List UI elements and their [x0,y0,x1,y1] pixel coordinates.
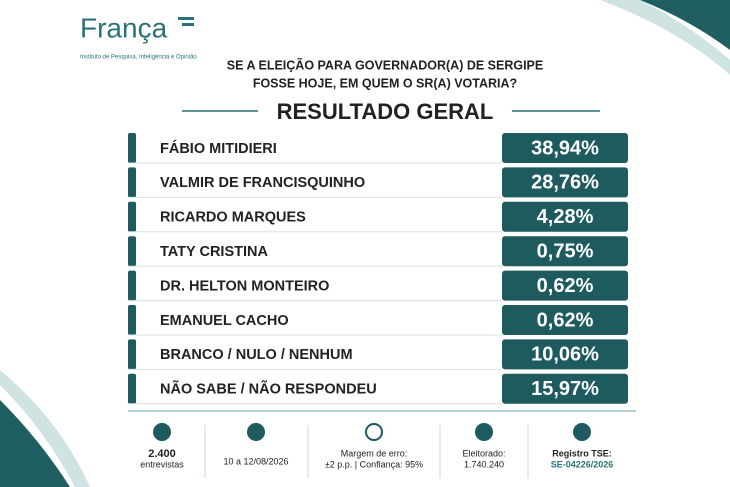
candidate-name: EMANUEL CACHO [160,313,289,329]
value-label: 15,97% [531,378,599,400]
value-box [502,373,628,404]
candidate-name: BRANCO / NULO / NENHUM [160,347,353,363]
footer-icon [247,423,265,441]
value-box [502,167,628,198]
value-label: 0,62% [537,275,594,297]
logo: França [80,12,168,43]
footer-text: Eleitorado: [462,448,505,458]
logo-subtitle: Instituto de Pesquisa, Inteligência e Op… [80,55,197,61]
logo-mark [182,23,194,26]
candidate-name: VALMIR DE FRANCISQUINHO [160,175,365,191]
value-label: 4,28% [537,206,594,228]
value-box [502,133,628,163]
value-box [502,305,628,335]
footer-icon [365,423,383,441]
footer-text: ±2 p.p. | Confiança: 95% [325,459,423,469]
value-label: 38,94% [531,137,599,159]
value-label: 0,75% [537,240,594,262]
value-label: 0,62% [537,309,594,331]
row-accent [128,373,136,404]
row-accent [128,270,136,301]
footer-icon [573,423,591,441]
value-label: 10,06% [531,344,599,366]
candidate-name: FÁBIO MITIDIERI [160,140,277,157]
footer-text: SE-04226/2026 [551,459,614,469]
value-box [502,270,628,301]
footer-text: 10 a 12/08/2026 [223,456,288,466]
value-label: 28,76% [531,172,599,194]
value-box [502,236,628,267]
row-accent [128,201,136,232]
corner-decoration [0,400,70,487]
candidate-name: TATY CRISTINA [160,244,268,260]
row-accent [128,305,136,335]
footer-text: entrevistas [140,459,184,469]
row-accent [128,236,136,267]
candidate-name: RICARDO MARQUES [160,210,306,226]
title: RESULTADO GERAL [277,99,494,124]
row-accent [128,167,136,198]
corner-decoration [600,0,730,75]
logo-mark [178,17,194,20]
value-box [502,339,628,370]
candidate-name: DR. HELTON MONTEIRO [160,278,329,294]
candidate-name: NÃO SABE / NÃO RESPONDEU [160,380,377,398]
question: SE A ELEIÇÃO PARA GOVERNADOR(A) DE SERGI… [227,57,543,72]
footer-text: 2.400 [148,448,176,460]
footer-icon [475,423,493,441]
footer-icon [153,423,171,441]
question: FOSSE HOJE, EM QUEM O SR(A) VOTARIA? [253,76,517,90]
corner-decoration [640,0,730,50]
corner-decoration [0,370,90,487]
row-accent [128,133,136,163]
footer-text: Margem de erro: [341,448,408,458]
row-accent [128,339,136,370]
value-box [502,201,628,232]
footer-text: Registro TSE: [552,448,612,458]
footer-text: 1.740.240 [464,459,504,469]
